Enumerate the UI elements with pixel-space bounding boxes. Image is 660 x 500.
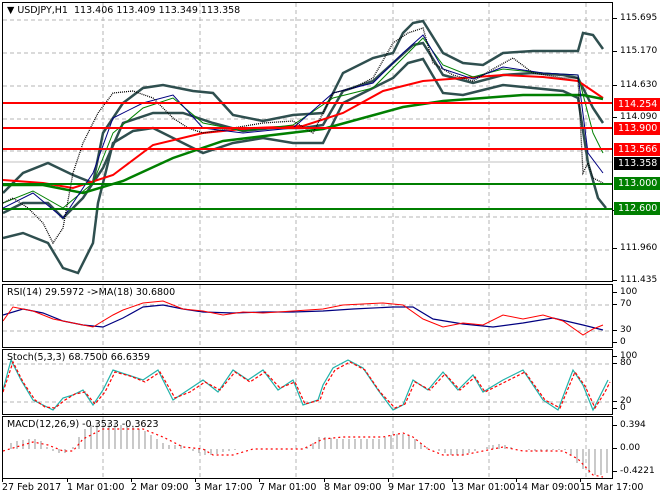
- symbol-label: USDJPY,H1: [17, 5, 68, 16]
- macd-tick: 0.394: [613, 420, 646, 431]
- level-label-114254: 114.254: [614, 98, 660, 111]
- time-tick: 2 Mar 09:00: [131, 478, 189, 493]
- stoch-title: Stoch(5,3,3) 68.7500 66.6359: [7, 352, 151, 363]
- rsi-chart-svg: [3, 285, 612, 347]
- macd-pane[interactable]: MACD(12,26,9) -0.3533 -0.3623: [2, 416, 613, 479]
- ohlc-values: 113.406 113.409 113.349 113.358: [74, 5, 241, 16]
- time-tick: 15 Mar 17:00: [580, 478, 644, 493]
- time-axis: 27 Feb 2017 1 Mar 01:00 2 Mar 09:00 3 Ma…: [2, 478, 644, 500]
- rsi-pane[interactable]: RSI(14) 29.5972 ->MA(18) 30.6800: [2, 284, 613, 348]
- main-price-pane[interactable]: ▼ USDJPY,H1 113.406 113.409 113.349 113.…: [2, 2, 613, 282]
- level-label-112600: 112.600: [614, 202, 660, 215]
- time-tick: 27 Feb 2017: [2, 478, 62, 493]
- stoch-tick: 100: [612, 351, 637, 362]
- price-chart-svg: [3, 3, 612, 281]
- time-tick: 13 Mar 01:00: [452, 478, 516, 493]
- time-tick: 3 Mar 17:00: [195, 478, 253, 493]
- price-tick: 115.695: [612, 13, 657, 24]
- macd-title: MACD(12,26,9) -0.3533 -0.3623: [7, 419, 159, 430]
- macd-axis: 0.394 0.00 -0.4221: [612, 416, 660, 479]
- price-axis: 115.695 115.170 114.630 114.090 112.500 …: [612, 2, 660, 285]
- time-tick: 14 Mar 09:00: [516, 478, 580, 493]
- rsi-tick: 70: [612, 299, 631, 310]
- price-tick: 115.170: [612, 46, 657, 57]
- time-tick: 9 Mar 17:00: [388, 478, 446, 493]
- price-tick: 114.630: [612, 80, 657, 91]
- current-price-label: 113.358: [614, 157, 660, 170]
- price-tick: 114.090: [612, 112, 657, 123]
- stoch-tick: 0: [613, 403, 626, 414]
- level-label-113566: 113.566: [614, 143, 660, 156]
- macd-chart-svg: [3, 417, 608, 478]
- stoch-chart-svg: [3, 350, 612, 414]
- rsi-title: RSI(14) 29.5972 ->MA(18) 30.6800: [7, 287, 176, 298]
- rsi-tick: 30: [612, 325, 631, 336]
- level-label-113000: 113.000: [614, 177, 660, 190]
- rsi-tick: 0: [613, 337, 626, 348]
- collapse-triangle-icon[interactable]: ▼: [7, 5, 18, 16]
- time-tick: 8 Mar 09:00: [324, 478, 382, 493]
- macd-tick: -0.4221: [613, 466, 655, 477]
- stochastic-pane[interactable]: Stoch(5,3,3) 68.7500 66.6359: [2, 349, 613, 415]
- stoch-tick: 20: [612, 396, 631, 407]
- stoch-axis: 100 80 20 0: [612, 349, 660, 415]
- level-label-113900: 113.900: [614, 122, 660, 135]
- price-tick: 111.435: [612, 275, 657, 286]
- time-tick: 1 Mar 01:00: [67, 478, 125, 493]
- time-tick: 7 Mar 01:00: [259, 478, 317, 493]
- stoch-tick: 80: [612, 358, 631, 369]
- rsi-axis: 100 70 30 0: [612, 284, 660, 348]
- chart-title: ▼ USDJPY,H1 113.406 113.409 113.349 113.…: [7, 5, 240, 16]
- price-tick: 111.960: [612, 243, 657, 254]
- macd-tick: 0.00: [612, 443, 640, 454]
- rsi-tick: 100: [612, 287, 637, 298]
